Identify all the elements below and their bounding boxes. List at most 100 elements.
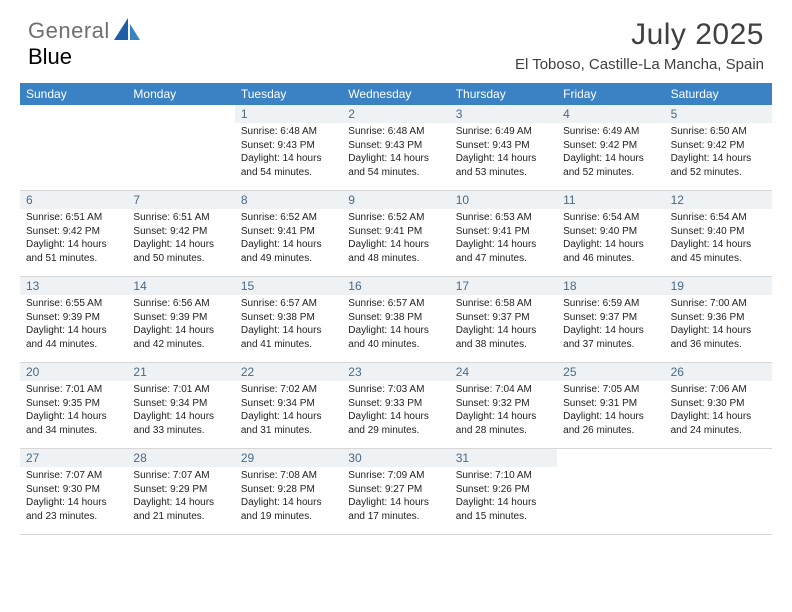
location-subtitle: El Toboso, Castille-La Mancha, Spain (515, 56, 764, 73)
day-cell: 8Sunrise: 6:52 AMSunset: 9:41 PMDaylight… (235, 191, 342, 277)
sunrise-line: Sunrise: 7:01 AM (26, 383, 121, 397)
day-cell: 20Sunrise: 7:01 AMSunset: 9:35 PMDayligh… (20, 363, 127, 449)
day-body: Sunrise: 6:52 AMSunset: 9:41 PMDaylight:… (235, 209, 342, 269)
daylight-line: Daylight: 14 hours and 53 minutes. (456, 152, 551, 179)
sunrise-line: Sunrise: 6:49 AM (563, 125, 658, 139)
day-number: 17 (450, 277, 557, 295)
day-body: Sunrise: 7:07 AMSunset: 9:30 PMDaylight:… (20, 467, 127, 527)
sunrise-line: Sunrise: 7:03 AM (348, 383, 443, 397)
day-cell: 10Sunrise: 6:53 AMSunset: 9:41 PMDayligh… (450, 191, 557, 277)
month-title: July 2025 (515, 18, 764, 52)
day-number: 15 (235, 277, 342, 295)
day-cell: 22Sunrise: 7:02 AMSunset: 9:34 PMDayligh… (235, 363, 342, 449)
day-cell: 11Sunrise: 6:54 AMSunset: 9:40 PMDayligh… (557, 191, 664, 277)
sunset-line: Sunset: 9:36 PM (671, 311, 766, 325)
day-body: Sunrise: 7:06 AMSunset: 9:30 PMDaylight:… (665, 381, 772, 441)
empty-cell (127, 105, 234, 191)
day-cell: 18Sunrise: 6:59 AMSunset: 9:37 PMDayligh… (557, 277, 664, 363)
day-number: 23 (342, 363, 449, 381)
dayname: Monday (127, 83, 234, 105)
sunrise-line: Sunrise: 7:09 AM (348, 469, 443, 483)
sunset-line: Sunset: 9:43 PM (241, 139, 336, 153)
sunrise-line: Sunrise: 6:59 AM (563, 297, 658, 311)
day-number: 20 (20, 363, 127, 381)
day-body: Sunrise: 7:01 AMSunset: 9:34 PMDaylight:… (127, 381, 234, 441)
sunset-line: Sunset: 9:35 PM (26, 397, 121, 411)
day-body: Sunrise: 6:49 AMSunset: 9:43 PMDaylight:… (450, 123, 557, 183)
day-number: 7 (127, 191, 234, 209)
day-body: Sunrise: 7:07 AMSunset: 9:29 PMDaylight:… (127, 467, 234, 527)
day-body: Sunrise: 7:09 AMSunset: 9:27 PMDaylight:… (342, 467, 449, 527)
sunset-line: Sunset: 9:34 PM (241, 397, 336, 411)
sunrise-line: Sunrise: 7:01 AM (133, 383, 228, 397)
day-cell: 31Sunrise: 7:10 AMSunset: 9:26 PMDayligh… (450, 449, 557, 535)
week-row: 20Sunrise: 7:01 AMSunset: 9:35 PMDayligh… (20, 363, 772, 449)
dayname: Wednesday (342, 83, 449, 105)
day-number: 18 (557, 277, 664, 295)
day-body: Sunrise: 6:57 AMSunset: 9:38 PMDaylight:… (342, 295, 449, 355)
day-cell: 27Sunrise: 7:07 AMSunset: 9:30 PMDayligh… (20, 449, 127, 535)
daylight-line: Daylight: 14 hours and 49 minutes. (241, 238, 336, 265)
sunset-line: Sunset: 9:40 PM (563, 225, 658, 239)
daylight-line: Daylight: 14 hours and 29 minutes. (348, 410, 443, 437)
sunset-line: Sunset: 9:42 PM (133, 225, 228, 239)
day-body: Sunrise: 6:52 AMSunset: 9:41 PMDaylight:… (342, 209, 449, 269)
sunrise-line: Sunrise: 7:10 AM (456, 469, 551, 483)
brand-logo: General Blue (28, 18, 140, 70)
day-body: Sunrise: 6:54 AMSunset: 9:40 PMDaylight:… (665, 209, 772, 269)
sunset-line: Sunset: 9:39 PM (26, 311, 121, 325)
day-body: Sunrise: 6:53 AMSunset: 9:41 PMDaylight:… (450, 209, 557, 269)
sunset-line: Sunset: 9:41 PM (348, 225, 443, 239)
sunset-line: Sunset: 9:42 PM (563, 139, 658, 153)
day-cell: 17Sunrise: 6:58 AMSunset: 9:37 PMDayligh… (450, 277, 557, 363)
week-row: 1Sunrise: 6:48 AMSunset: 9:43 PMDaylight… (20, 105, 772, 191)
sunrise-line: Sunrise: 7:00 AM (671, 297, 766, 311)
dayname: Friday (557, 83, 664, 105)
day-cell: 4Sunrise: 6:49 AMSunset: 9:42 PMDaylight… (557, 105, 664, 191)
daylight-line: Daylight: 14 hours and 17 minutes. (348, 496, 443, 523)
daylight-line: Daylight: 14 hours and 21 minutes. (133, 496, 228, 523)
day-number: 13 (20, 277, 127, 295)
day-body: Sunrise: 6:48 AMSunset: 9:43 PMDaylight:… (235, 123, 342, 183)
empty-cell (20, 105, 127, 191)
brand-word-1: General (28, 18, 110, 44)
day-number: 3 (450, 105, 557, 123)
day-number: 8 (235, 191, 342, 209)
day-body: Sunrise: 6:56 AMSunset: 9:39 PMDaylight:… (127, 295, 234, 355)
dayname-row: SundayMondayTuesdayWednesdayThursdayFrid… (20, 83, 772, 105)
sunset-line: Sunset: 9:40 PM (671, 225, 766, 239)
day-number: 26 (665, 363, 772, 381)
day-number: 16 (342, 277, 449, 295)
sunrise-line: Sunrise: 7:02 AM (241, 383, 336, 397)
sunrise-line: Sunrise: 6:58 AM (456, 297, 551, 311)
daylight-line: Daylight: 14 hours and 47 minutes. (456, 238, 551, 265)
day-cell: 29Sunrise: 7:08 AMSunset: 9:28 PMDayligh… (235, 449, 342, 535)
daylight-line: Daylight: 14 hours and 51 minutes. (26, 238, 121, 265)
header: General Blue July 2025 El Toboso, Castil… (0, 0, 792, 83)
dayname: Saturday (665, 83, 772, 105)
sunrise-line: Sunrise: 6:48 AM (241, 125, 336, 139)
daylight-line: Daylight: 14 hours and 44 minutes. (26, 324, 121, 351)
daylight-line: Daylight: 14 hours and 33 minutes. (133, 410, 228, 437)
day-cell: 19Sunrise: 7:00 AMSunset: 9:36 PMDayligh… (665, 277, 772, 363)
day-number: 11 (557, 191, 664, 209)
day-cell: 2Sunrise: 6:48 AMSunset: 9:43 PMDaylight… (342, 105, 449, 191)
sunset-line: Sunset: 9:29 PM (133, 483, 228, 497)
day-body: Sunrise: 6:48 AMSunset: 9:43 PMDaylight:… (342, 123, 449, 183)
daylight-line: Daylight: 14 hours and 52 minutes. (563, 152, 658, 179)
sunset-line: Sunset: 9:30 PM (26, 483, 121, 497)
day-body: Sunrise: 6:58 AMSunset: 9:37 PMDaylight:… (450, 295, 557, 355)
day-number: 21 (127, 363, 234, 381)
day-body: Sunrise: 7:04 AMSunset: 9:32 PMDaylight:… (450, 381, 557, 441)
daylight-line: Daylight: 14 hours and 26 minutes. (563, 410, 658, 437)
day-cell: 26Sunrise: 7:06 AMSunset: 9:30 PMDayligh… (665, 363, 772, 449)
sunrise-line: Sunrise: 6:55 AM (26, 297, 121, 311)
sunrise-line: Sunrise: 6:51 AM (26, 211, 121, 225)
calendar: SundayMondayTuesdayWednesdayThursdayFrid… (20, 83, 772, 535)
day-cell: 14Sunrise: 6:56 AMSunset: 9:39 PMDayligh… (127, 277, 234, 363)
day-cell: 15Sunrise: 6:57 AMSunset: 9:38 PMDayligh… (235, 277, 342, 363)
day-body: Sunrise: 7:08 AMSunset: 9:28 PMDaylight:… (235, 467, 342, 527)
daylight-line: Daylight: 14 hours and 41 minutes. (241, 324, 336, 351)
day-cell: 24Sunrise: 7:04 AMSunset: 9:32 PMDayligh… (450, 363, 557, 449)
sunset-line: Sunset: 9:43 PM (348, 139, 443, 153)
